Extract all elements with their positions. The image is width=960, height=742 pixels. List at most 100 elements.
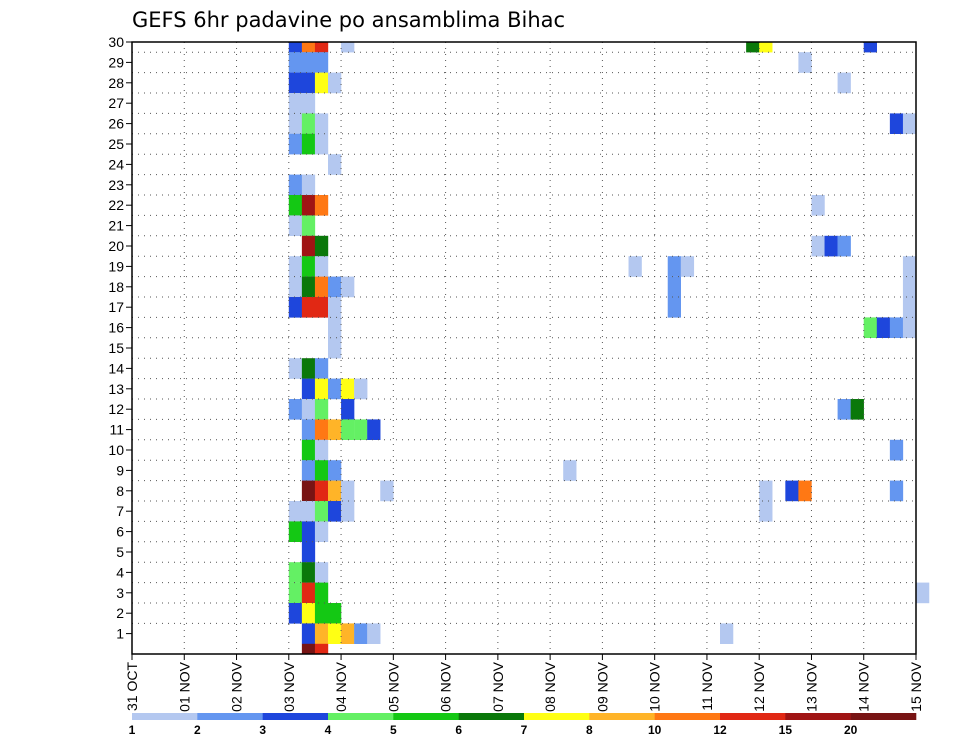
- precip-cell: [328, 480, 342, 502]
- legend-swatch: [524, 713, 590, 720]
- precip-cell: [314, 501, 329, 522]
- precip-cell: [354, 419, 368, 440]
- precip-cell: [301, 72, 316, 94]
- precip-cell: [916, 582, 930, 604]
- precip-cell: [301, 297, 316, 318]
- precip-cell: [288, 562, 303, 583]
- y-tick-label: 8: [116, 483, 124, 499]
- precip-cell: [328, 297, 342, 318]
- y-tick-label: 10: [108, 442, 124, 458]
- precip-cell: [288, 133, 303, 155]
- precip-cell: [288, 174, 303, 196]
- precip-cell: [798, 52, 812, 73]
- precip-cell: [328, 337, 342, 359]
- precip-cell: [314, 399, 329, 420]
- precip-cell: [301, 42, 316, 53]
- legend-swatch: [262, 713, 329, 720]
- precip-cell: [301, 133, 316, 155]
- precip-cell: [314, 42, 329, 53]
- precip-cells: [288, 42, 930, 655]
- legend-swatch: [328, 713, 394, 720]
- precip-cell: [314, 623, 329, 644]
- legend-label: 1: [129, 723, 136, 737]
- precip-cell: [314, 480, 329, 502]
- x-tick-label: 06 NOV: [438, 661, 454, 711]
- legend-label: 10: [648, 723, 662, 737]
- y-axis-ticks: 1234567891011121314151617181920212223242…: [108, 34, 132, 642]
- precip-cell: [785, 480, 799, 502]
- y-tick-label: 25: [108, 136, 124, 152]
- precip-cell: [288, 215, 303, 236]
- precip-cell: [314, 195, 329, 216]
- precip-cell: [314, 460, 329, 481]
- precip-cell: [301, 358, 316, 379]
- precip-cell: [314, 297, 329, 318]
- legend-label: 5: [390, 723, 397, 737]
- x-tick-label: 14 NOV: [856, 661, 872, 711]
- precip-cell: [288, 42, 303, 53]
- precip-cell: [314, 419, 329, 440]
- precip-cell: [288, 52, 303, 73]
- precip-cell: [288, 113, 303, 134]
- x-tick-label: 01 NOV: [176, 661, 192, 711]
- precip-cell: [288, 276, 303, 298]
- legend-label: 6: [455, 723, 462, 737]
- precip-cell: [811, 195, 825, 216]
- precip-cell: [628, 256, 642, 277]
- precip-cell: [314, 378, 329, 400]
- color-legend: 1 2 3 4 5 6 7 8 10 12 15 20: [129, 713, 917, 737]
- precip-cell: [314, 72, 329, 94]
- precip-cell: [863, 42, 877, 53]
- y-tick-label: 1: [116, 626, 124, 642]
- precip-cell: [328, 276, 342, 298]
- precip-cell: [328, 419, 342, 440]
- legend-label: 15: [779, 723, 793, 737]
- precip-cell: [837, 72, 851, 94]
- x-tick-label: 10 NOV: [647, 661, 663, 711]
- precip-cell: [341, 42, 355, 53]
- precip-cell: [354, 623, 368, 644]
- precip-cell: [314, 439, 329, 461]
- y-tick-label: 20: [108, 238, 124, 254]
- x-tick-label: 04 NOV: [333, 661, 349, 711]
- precip-cell: [876, 317, 891, 338]
- precip-cell: [367, 623, 381, 644]
- legend-label: 2: [194, 723, 201, 737]
- y-tick-label: 17: [108, 299, 124, 315]
- precip-cell: [341, 419, 355, 440]
- precip-cell: [680, 256, 695, 277]
- legend-label: 12: [713, 723, 727, 737]
- precip-cell: [902, 317, 917, 338]
- precip-cell: [314, 562, 329, 583]
- precip-cell: [314, 256, 329, 277]
- precip-cell: [902, 256, 917, 277]
- precip-cell: [563, 460, 577, 481]
- y-tick-label: 3: [116, 585, 124, 601]
- precip-cell: [746, 42, 760, 53]
- precip-cell: [354, 378, 368, 400]
- precip-cell: [314, 235, 329, 257]
- precip-cell: [288, 72, 303, 94]
- precip-cell: [288, 521, 303, 542]
- precip-cell: [288, 93, 303, 114]
- precip-cell: [301, 195, 316, 216]
- x-tick-label: 15 NOV: [908, 661, 924, 711]
- precip-cell: [288, 297, 303, 318]
- precip-cell: [314, 521, 329, 542]
- y-tick-label: 14: [108, 360, 124, 376]
- precip-cell: [288, 582, 303, 604]
- precip-cell: [301, 235, 316, 257]
- precip-cell: [314, 603, 329, 624]
- precip-cell: [288, 501, 303, 522]
- y-tick-label: 2: [116, 605, 124, 621]
- legend-label: 8: [586, 723, 593, 737]
- legend-swatch: [589, 713, 655, 720]
- x-tick-label: 31 OCT: [124, 662, 140, 711]
- precip-cell: [314, 133, 329, 155]
- x-axis-ticks: 31 OCT 01 NOV 02 NOV 03 NOV 04 NOV 05 NOV 06 N…: [124, 654, 924, 712]
- precip-cell: [341, 378, 355, 400]
- precip-cell: [301, 256, 316, 277]
- precip-cell: [288, 399, 303, 420]
- x-tick-label: 13 NOV: [803, 661, 819, 711]
- legend-label: 20: [844, 723, 858, 737]
